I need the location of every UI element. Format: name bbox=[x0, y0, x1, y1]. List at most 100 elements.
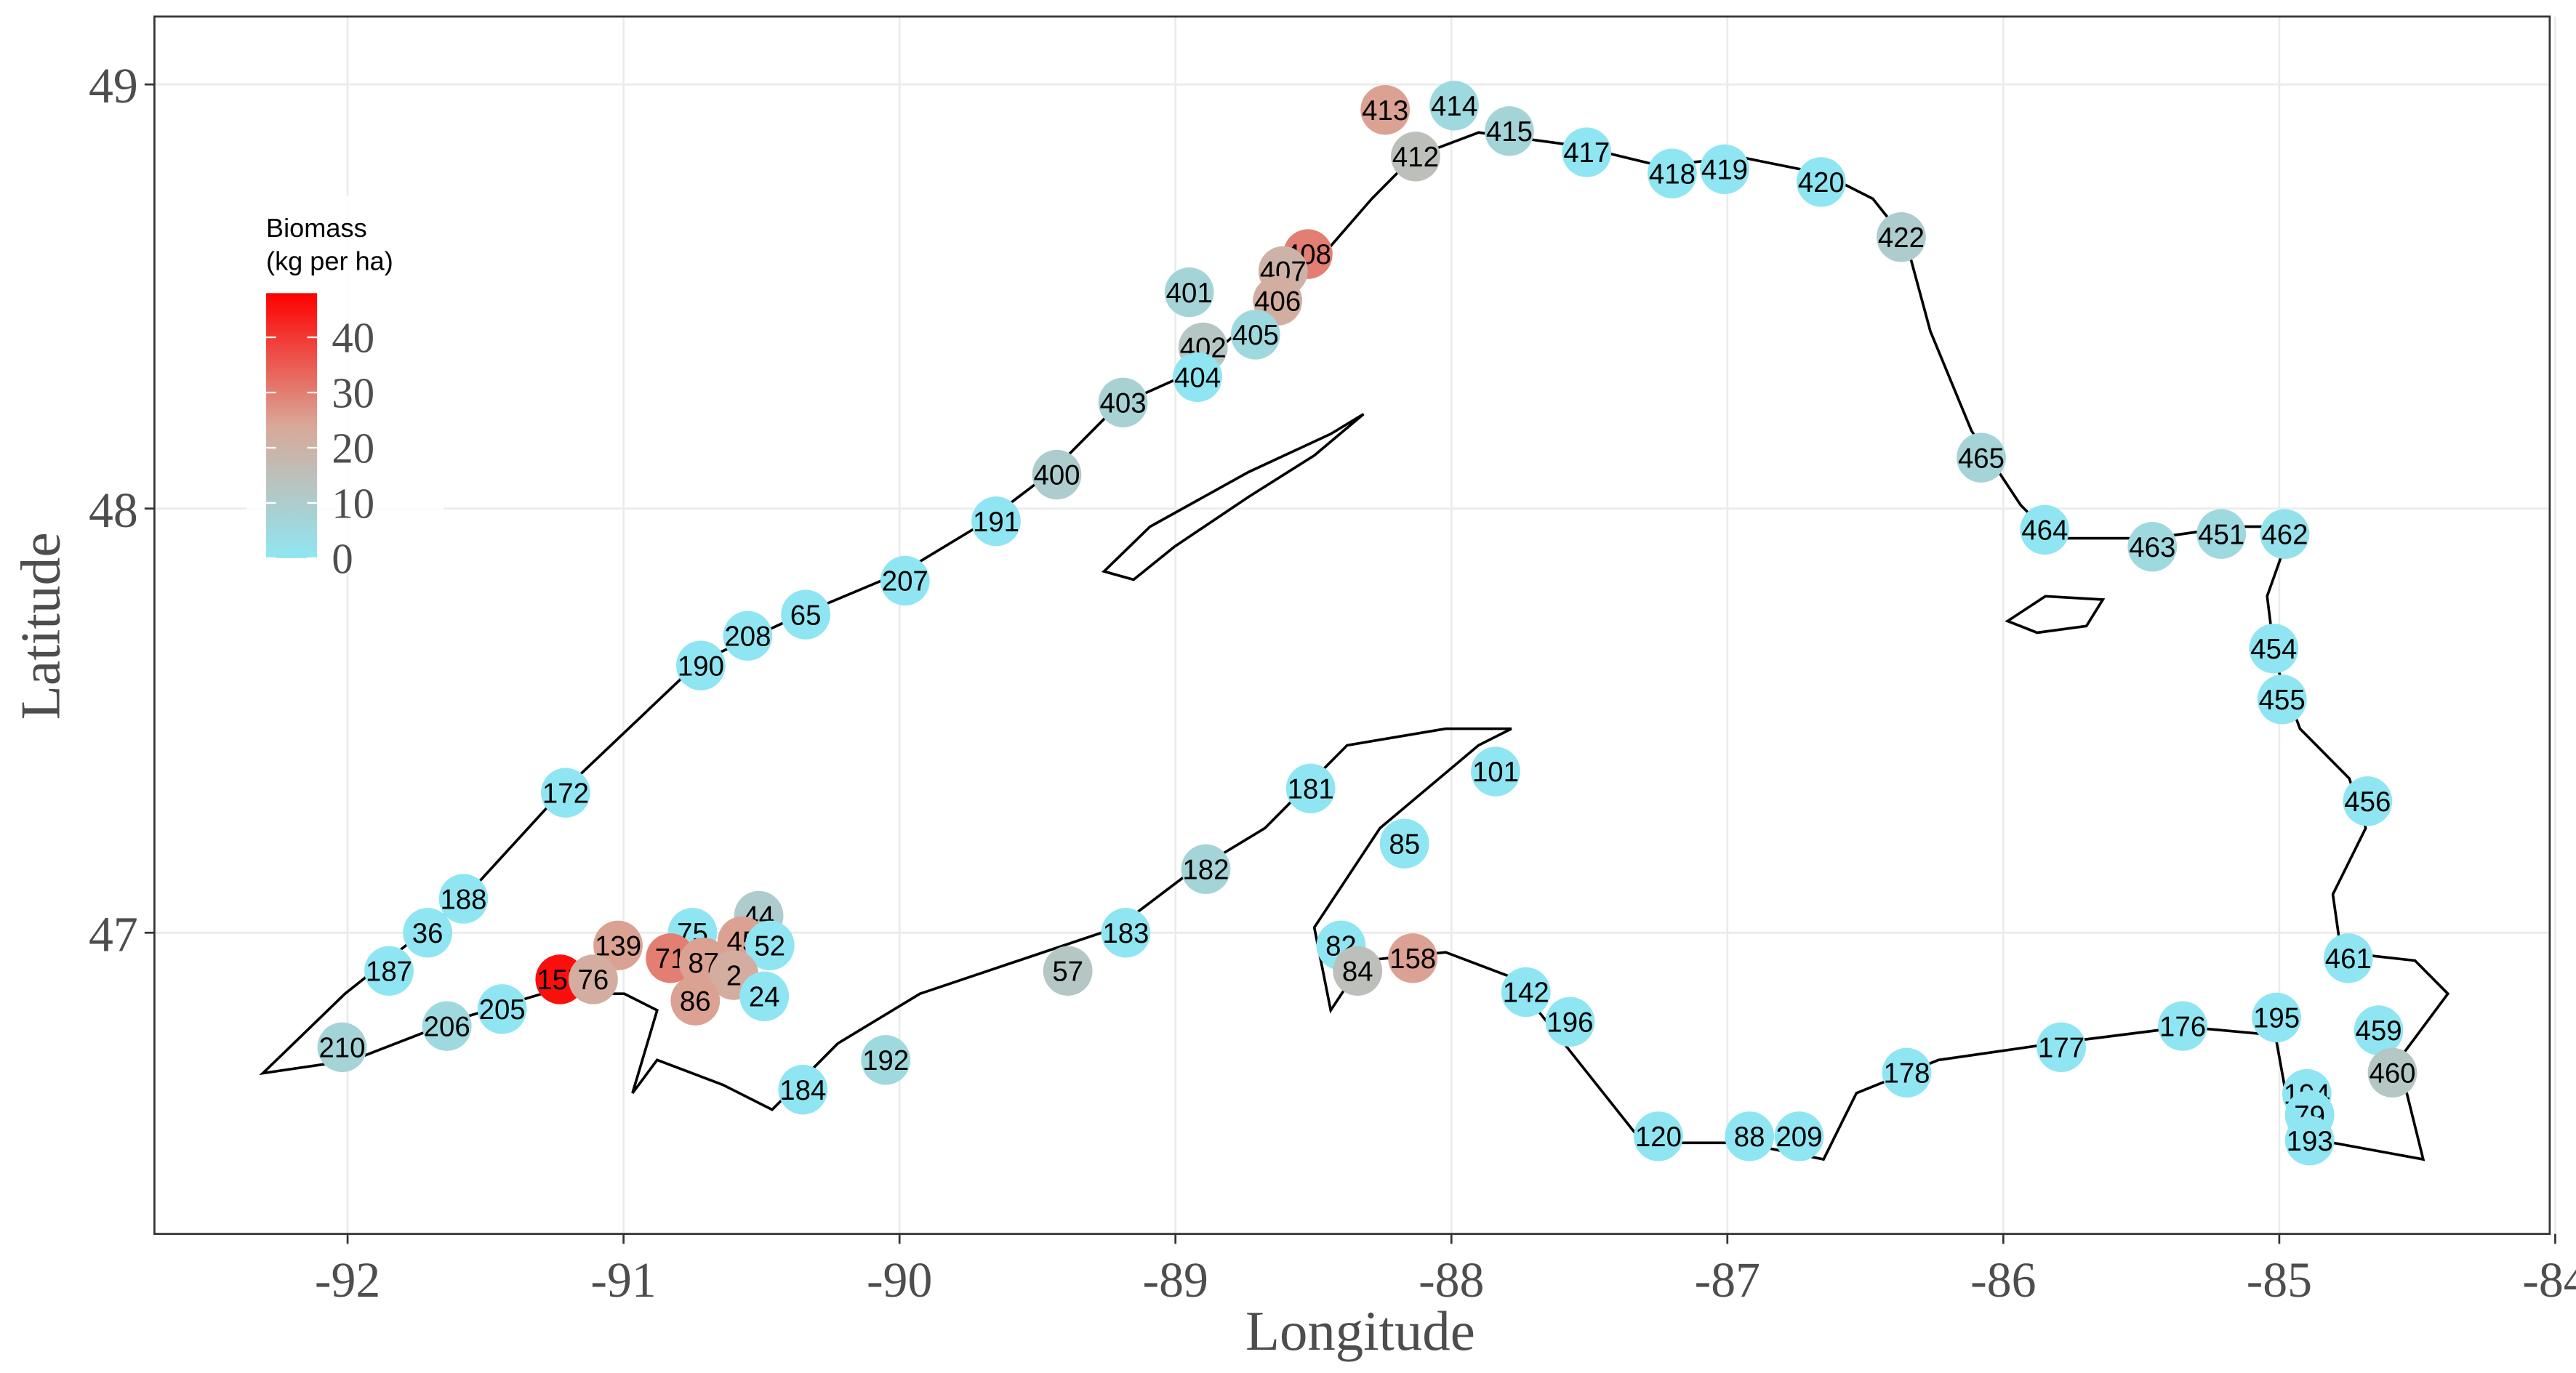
site-point bbox=[1391, 132, 1440, 182]
site-point bbox=[403, 908, 453, 958]
site-point bbox=[745, 920, 795, 970]
x-tick-label: -87 bbox=[1695, 1252, 1760, 1308]
site-label: 24 bbox=[749, 981, 780, 1012]
site-label: 178 bbox=[1883, 1058, 1930, 1089]
site-point bbox=[1333, 946, 1383, 996]
site-label: 52 bbox=[754, 930, 785, 962]
site-point bbox=[1379, 818, 1429, 869]
site-label: 172 bbox=[542, 778, 589, 809]
site-label: 422 bbox=[1878, 222, 1925, 254]
site-label: 404 bbox=[1174, 362, 1221, 393]
site-label: 101 bbox=[1472, 757, 1519, 788]
site-point bbox=[1285, 763, 1336, 814]
site-label: 413 bbox=[1362, 95, 1408, 126]
site-point bbox=[1957, 432, 2006, 483]
site-point bbox=[2196, 509, 2247, 559]
panel bbox=[154, 16, 2550, 1234]
site-point bbox=[477, 984, 527, 1034]
site-point bbox=[1388, 933, 1438, 983]
site-point bbox=[1043, 946, 1093, 996]
colorbar-tick-label: 30 bbox=[332, 369, 374, 416]
site-label: 84 bbox=[1342, 956, 1373, 987]
site-point bbox=[1501, 967, 1551, 1018]
x-tick-label: -92 bbox=[315, 1252, 380, 1308]
site-label: 57 bbox=[1052, 956, 1083, 987]
site-point bbox=[317, 1022, 367, 1073]
site-label: 462 bbox=[2261, 519, 2308, 550]
site-label: 418 bbox=[1649, 158, 1696, 190]
site-label: 400 bbox=[1033, 460, 1080, 491]
site-label: 76 bbox=[578, 965, 609, 996]
site-point bbox=[364, 946, 414, 996]
site-point bbox=[2367, 1047, 2417, 1098]
site-point bbox=[971, 496, 1021, 547]
site-point bbox=[2354, 1005, 2404, 1055]
site-label: 403 bbox=[1100, 387, 1147, 419]
x-tick-label: -84 bbox=[2522, 1252, 2576, 1308]
colorbar-tick-label: 20 bbox=[332, 424, 374, 472]
site-label: 88 bbox=[1734, 1122, 1765, 1153]
site-point bbox=[2323, 933, 2373, 983]
site-label: 420 bbox=[1798, 167, 1845, 198]
site-point bbox=[778, 1065, 828, 1115]
y-tick-label: 48 bbox=[89, 483, 138, 538]
x-tick-label: -86 bbox=[1970, 1252, 2036, 1308]
site-label: 210 bbox=[318, 1032, 365, 1063]
site-point bbox=[1648, 148, 1697, 198]
site-point bbox=[2037, 1022, 2086, 1073]
site-point bbox=[1098, 377, 1148, 428]
site-point bbox=[2284, 1116, 2335, 1166]
site-point bbox=[438, 874, 489, 924]
legend-title: (kg per ha) bbox=[266, 246, 393, 275]
site-point bbox=[880, 555, 930, 606]
y-axis-title: Latitude bbox=[9, 532, 72, 720]
y-tick-label: 49 bbox=[89, 58, 138, 113]
site-label: 412 bbox=[1392, 142, 1439, 173]
site-point bbox=[2249, 624, 2299, 674]
site-point bbox=[861, 1035, 911, 1085]
site-label: 142 bbox=[1503, 977, 1549, 1008]
site-label: 2 bbox=[726, 960, 742, 991]
legend-title: Biomass bbox=[266, 213, 367, 243]
site-point bbox=[2020, 504, 2070, 555]
site-label: 183 bbox=[1102, 918, 1149, 949]
site-label: 209 bbox=[1775, 1122, 1822, 1153]
site-label: 401 bbox=[1166, 278, 1213, 309]
site-label: 86 bbox=[680, 986, 711, 1017]
site-label: 464 bbox=[2021, 515, 2068, 546]
site-point bbox=[723, 611, 773, 661]
site-point bbox=[1485, 106, 1534, 156]
colorbar-tick-label: 10 bbox=[332, 479, 374, 527]
site-point bbox=[2252, 992, 2301, 1043]
site-point bbox=[1877, 212, 1926, 262]
site-label: 460 bbox=[2369, 1058, 2415, 1089]
site-point bbox=[1360, 84, 1411, 135]
site-label: 193 bbox=[2287, 1126, 2333, 1157]
site-label: 120 bbox=[1635, 1122, 1682, 1153]
site-point bbox=[2127, 522, 2178, 572]
site-label: 85 bbox=[1389, 829, 1420, 860]
site-point bbox=[1545, 996, 1595, 1047]
site-label: 456 bbox=[2344, 786, 2391, 818]
site-label: 205 bbox=[479, 994, 526, 1026]
site-point bbox=[1429, 81, 1479, 131]
y-tick-label: 47 bbox=[89, 906, 138, 962]
site-point bbox=[739, 971, 790, 1021]
site-label: 191 bbox=[973, 507, 1019, 538]
x-axis-title: Longitude bbox=[1245, 1300, 1475, 1362]
site-point bbox=[1796, 157, 1846, 207]
site-label: 461 bbox=[2325, 943, 2372, 975]
site-label: 192 bbox=[862, 1045, 909, 1076]
site-label: 196 bbox=[1546, 1007, 1593, 1038]
site-label: 208 bbox=[724, 621, 771, 652]
site-point bbox=[1173, 352, 1222, 402]
site-label: 176 bbox=[2159, 1011, 2206, 1042]
site-label: 36 bbox=[412, 918, 444, 949]
x-tick-label: -91 bbox=[590, 1252, 656, 1308]
site-label: 415 bbox=[1486, 116, 1533, 148]
colorbar-tick-label: 0 bbox=[332, 534, 353, 582]
site-label: 182 bbox=[1182, 854, 1229, 885]
site-label: 188 bbox=[440, 884, 486, 915]
